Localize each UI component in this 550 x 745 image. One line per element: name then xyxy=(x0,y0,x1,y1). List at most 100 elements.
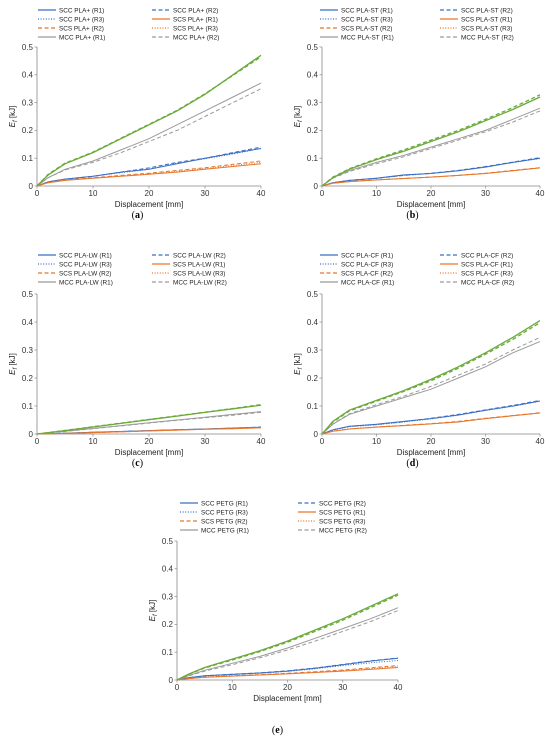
x-tick-label: 20 xyxy=(145,189,154,198)
y-tick-label: 0.1 xyxy=(22,154,34,163)
series-line-green-9 xyxy=(321,322,541,435)
series-line-scs-petg-r2 xyxy=(176,665,399,681)
series-line-green-8 xyxy=(321,320,541,435)
y-tick-label: 0.2 xyxy=(22,126,34,135)
series-line-mcc-pla-cf-r2 xyxy=(321,336,541,435)
series-line-scc-petg-r2 xyxy=(176,657,399,681)
legend-entry: MCC PLA+ (R2) xyxy=(173,34,219,41)
series-line-scc-pla-st-r3 xyxy=(321,158,541,187)
legend-entry: SCC PLA-LW (R1) xyxy=(59,252,112,259)
legend-entry: MCC PLA-ST (R2) xyxy=(461,34,514,41)
x-tick-label: 0 xyxy=(35,437,40,446)
y-tick-label: 0.1 xyxy=(307,402,319,411)
legend-entry: SCS PLA+ (R3) xyxy=(173,25,218,32)
series-line-scs-pla-st-r3 xyxy=(321,167,541,187)
y-tick-label: 0.5 xyxy=(162,537,174,546)
y-tick-label: 0 xyxy=(29,182,34,191)
legend-entry: SCC PLA-LW (R2) xyxy=(173,252,226,259)
legend-entry: SCC PLA+ (R2) xyxy=(173,7,218,14)
legend-entry: SCS PETG (R2) xyxy=(201,518,248,525)
x-tick-label: 30 xyxy=(481,437,490,446)
y-tick-label: 0.5 xyxy=(22,290,34,299)
legend-entry: SCS PLA+ (R2) xyxy=(59,25,104,32)
x-tick-label: 30 xyxy=(338,683,347,692)
series-line-scc-pla-st-r2 xyxy=(321,157,541,187)
x-tick-label: 40 xyxy=(394,683,403,692)
legend-entry: SCC PETG (R3) xyxy=(201,509,248,516)
legend-entry: SCS PLA-LW (R1) xyxy=(173,261,225,268)
x-tick-label: 30 xyxy=(481,189,490,198)
x-axis-label: Displacement [mm] xyxy=(397,448,465,457)
legend-entry: SCC PETG (R2) xyxy=(319,500,366,507)
y-tick-label: 0.3 xyxy=(307,98,319,107)
x-tick-label: 30 xyxy=(201,189,210,198)
x-tick-label: 0 xyxy=(35,189,40,198)
series-line-mcc-pla-st-r2 xyxy=(321,110,541,187)
x-tick-label: 10 xyxy=(372,189,381,198)
y-tick-label: 0.3 xyxy=(22,346,34,355)
series-line-scs-pla-cf-r2 xyxy=(321,412,541,435)
panel-label: (e) xyxy=(272,725,283,736)
y-tick-label: 0.4 xyxy=(307,71,319,80)
x-tick-label: 0 xyxy=(320,189,325,198)
legend-entry: SCC PETG (R1) xyxy=(201,500,248,507)
y-tick-label: 0.4 xyxy=(22,318,34,327)
y-tick-label: 0 xyxy=(314,430,319,439)
legend-entry: SCC PLA-ST (R3) xyxy=(341,16,393,23)
y-tick-label: 0.3 xyxy=(162,592,174,601)
y-tick-label: 0.2 xyxy=(307,374,319,383)
legend-entry: SCC PLA-CF (R2) xyxy=(461,252,513,259)
y-axis-label: Ef [kJ] xyxy=(8,106,19,128)
chart-panel-c: 0 0.1 0.2 0.3 0.4 0.5 0 10 20 30 40 Displacement [m… xyxy=(8,252,266,469)
x-tick-label: 20 xyxy=(427,437,436,446)
x-tick-label: 40 xyxy=(257,437,266,446)
chart-panel-a: 0 0.1 0.2 0.3 0.4 0.5 0 10 20 30 40 Displacement [m… xyxy=(8,7,266,221)
legend-entry: SCS PLA-ST (R3) xyxy=(461,25,512,32)
y-tick-label: 0.5 xyxy=(22,43,34,52)
x-tick-label: 40 xyxy=(536,437,545,446)
series-line-mcc-petg-r1 xyxy=(176,607,399,681)
y-tick-label: 0.1 xyxy=(307,154,319,163)
x-axis-label: Displacement [mm] xyxy=(253,694,321,703)
series-line-green-9 xyxy=(36,403,262,435)
series-line-mcc-pla-cf-r1 xyxy=(321,341,541,435)
x-axis-label: Displacement [mm] xyxy=(115,200,183,209)
y-axis-label: Ef [kJ] xyxy=(293,106,304,128)
legend-entry: MCC PETG (R1) xyxy=(201,527,249,534)
legend-entry: SCS PLA-ST (R2) xyxy=(341,25,392,32)
y-tick-label: 0.5 xyxy=(307,43,319,52)
y-tick-label: 0.3 xyxy=(307,346,319,355)
series-line-scs-pla-st-r2 xyxy=(321,167,541,187)
y-axis-label: Ef [kJ] xyxy=(148,600,159,622)
y-tick-label: 0 xyxy=(29,430,34,439)
legend-entry: SCS PETG (R3) xyxy=(319,518,366,525)
x-tick-label: 10 xyxy=(228,683,237,692)
chart-panel-e: 0 0.1 0.2 0.3 0.4 0.5 0 10 20 30 40 Displacement [m… xyxy=(148,500,403,736)
series-line-green-9 xyxy=(36,56,262,187)
series-line-green-9 xyxy=(176,594,399,681)
chart-panel-b: 0 0.1 0.2 0.3 0.4 0.5 0 10 20 30 40 Displacement [m… xyxy=(293,7,545,221)
x-tick-label: 0 xyxy=(320,437,325,446)
x-tick-label: 20 xyxy=(145,437,154,446)
series-line-mcc-pla-st-r1 xyxy=(321,107,541,187)
x-tick-label: 30 xyxy=(201,437,210,446)
series-line-scc-pla-cf-r2 xyxy=(321,399,541,435)
legend-entry: MCC PLA-ST (R1) xyxy=(341,34,394,41)
legend-entry: SCS PLA-CF (R2) xyxy=(341,270,393,277)
series-line-scc-pla-st-r1 xyxy=(321,157,541,187)
legend-entry: SCC PLA-ST (R1) xyxy=(341,7,393,14)
x-tick-label: 10 xyxy=(89,189,98,198)
x-axis-label: Displacement [mm] xyxy=(115,448,183,457)
x-axis-label: Displacement [mm] xyxy=(397,200,465,209)
y-tick-label: 0.4 xyxy=(22,71,34,80)
x-tick-label: 20 xyxy=(427,189,436,198)
series-line-mcc-petg-r2 xyxy=(176,610,399,681)
legend-entry: MCC PLA-LW (R1) xyxy=(59,279,113,286)
y-tick-label: 0.1 xyxy=(22,402,34,411)
legend-entry: SCS PLA-CF (R1) xyxy=(461,261,513,268)
series-line-scs-petg-r3 xyxy=(176,666,399,681)
panel-label: (b) xyxy=(406,210,418,221)
legend-entry: SCC PLA-CF (R3) xyxy=(341,261,393,268)
x-tick-label: 20 xyxy=(283,683,292,692)
